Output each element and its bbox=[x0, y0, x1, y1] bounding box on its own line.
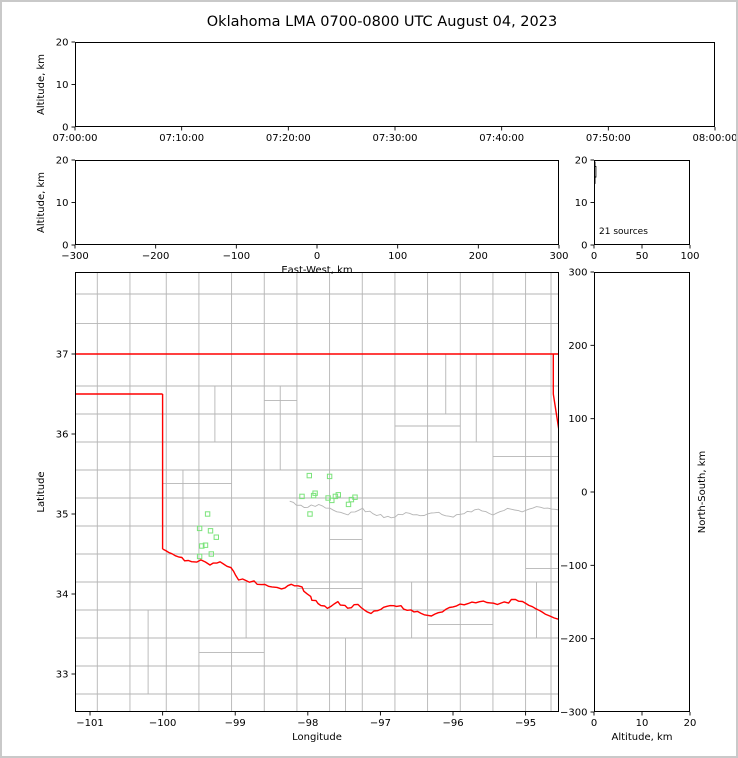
source-point bbox=[207, 528, 214, 534]
source-point bbox=[348, 496, 355, 503]
time_height-panel: 07:00:00 07:10:00 07:20:00 07:30:00 07:40:00… bbox=[36, 38, 738, 145]
source-point bbox=[299, 493, 305, 500]
state-border-line bbox=[552, 354, 559, 431]
ew_height-panel: −300 −200 −100 0 100 200 300 0 10 20 East-West, km… bbox=[36, 156, 569, 277]
plan_view-content bbox=[75, 272, 559, 712]
x-tick-label: 0 bbox=[591, 718, 597, 729]
x-tick-label: −97 bbox=[370, 718, 391, 729]
y-tick-label: 0 bbox=[581, 241, 587, 252]
source-point bbox=[306, 472, 313, 479]
y-tick-label: 20 bbox=[56, 38, 69, 49]
x-tick-label: −300 bbox=[61, 251, 88, 262]
y-tick-label: 100 bbox=[568, 414, 587, 425]
source-point bbox=[196, 525, 203, 532]
source-point bbox=[332, 493, 339, 500]
source-point bbox=[329, 497, 335, 504]
source-point bbox=[345, 501, 352, 508]
x-tick-label: 300 bbox=[549, 251, 568, 262]
source-point bbox=[307, 511, 313, 517]
x-axis-label: Altitude, km bbox=[612, 732, 673, 743]
x-tick-label: 07:20:00 bbox=[266, 133, 311, 144]
y-tick-label: 200 bbox=[568, 341, 587, 352]
x-tick-label: 08:00:00 bbox=[693, 133, 738, 144]
x-tick-label: 200 bbox=[469, 251, 488, 262]
x-tick-label: 0 bbox=[314, 251, 320, 262]
source-point bbox=[204, 511, 211, 517]
x-axis-label: Longitude bbox=[292, 732, 342, 743]
x-tick-label: −96 bbox=[442, 718, 463, 729]
panel-frame bbox=[75, 160, 559, 245]
y-tick-label: 300 bbox=[568, 268, 587, 279]
source-point bbox=[202, 542, 209, 548]
source-point bbox=[199, 543, 205, 549]
y-tick-label: 0 bbox=[581, 488, 587, 499]
y-tick-label: 0 bbox=[62, 123, 68, 134]
x-tick-label: 10 bbox=[636, 718, 649, 729]
source-point bbox=[196, 553, 203, 560]
y-tick-label: 20 bbox=[575, 156, 588, 167]
source-point bbox=[326, 473, 333, 480]
x-tick-label: −99 bbox=[225, 718, 246, 729]
x-tick-label: 20 bbox=[684, 718, 697, 729]
plan_view-panel: −101 −100 −99 −98 −97 −96 −95 33 34 35 36 37 Longitu… bbox=[36, 272, 559, 743]
panel-frame bbox=[594, 272, 690, 712]
state-border-line bbox=[162, 548, 559, 621]
y-tick-label: 10 bbox=[56, 80, 69, 91]
x-tick-label: −100 bbox=[149, 718, 176, 729]
alt_histogram-panel: 0 50 100 0 10 20 21 sources bbox=[575, 156, 700, 263]
y-axis-label: Altitude, km bbox=[36, 54, 47, 115]
source-point bbox=[213, 534, 220, 540]
x-tick-label: 50 bbox=[636, 251, 649, 262]
source-point bbox=[310, 492, 317, 499]
y-tick-label: −300 bbox=[560, 708, 587, 719]
county-lines bbox=[75, 272, 559, 712]
lma-sources bbox=[196, 472, 358, 560]
y-tick-label: 33 bbox=[56, 670, 69, 681]
y-tick-label: −200 bbox=[560, 634, 587, 645]
x-axis-label: East-West, km bbox=[281, 265, 352, 276]
x-tick-label: 100 bbox=[388, 251, 407, 262]
x-tick-label: 07:10:00 bbox=[159, 133, 204, 144]
x-tick-label: −101 bbox=[76, 718, 103, 729]
y-tick-label: 20 bbox=[56, 156, 69, 167]
river-line bbox=[289, 500, 559, 519]
panel-frame bbox=[75, 42, 715, 127]
panel-frame bbox=[75, 272, 559, 712]
y-tick-label: 0 bbox=[62, 241, 68, 252]
x-tick-label: 07:40:00 bbox=[479, 133, 524, 144]
ns_height-panel: 0 10 20 −300 −200 −100 0 100 200 300 Altitude, km N… bbox=[560, 268, 708, 744]
x-tick-label: 07:00:00 bbox=[53, 133, 98, 144]
source-point bbox=[208, 551, 215, 557]
y-axis-label: Latitude bbox=[36, 471, 47, 512]
x-tick-label: 07:30:00 bbox=[373, 133, 418, 144]
y-tick-label: 35 bbox=[56, 510, 69, 521]
x-tick-label: −200 bbox=[142, 251, 169, 262]
x-tick-label: 100 bbox=[680, 251, 699, 262]
x-tick-label: 0 bbox=[591, 251, 597, 262]
y-tick-label: 34 bbox=[56, 590, 69, 601]
panel-frame bbox=[594, 160, 690, 245]
figure-title: Oklahoma LMA 0700-0800 UTC August 04, 20… bbox=[206, 14, 558, 30]
y-tick-label: 10 bbox=[575, 198, 588, 209]
y-tick-label: 36 bbox=[56, 430, 69, 441]
y-axis-label: North-South, km bbox=[697, 451, 708, 534]
source-point bbox=[335, 492, 342, 498]
sources-count-label: 21 sources bbox=[599, 227, 648, 237]
x-tick-label: −95 bbox=[515, 718, 536, 729]
x-tick-label: 07:50:00 bbox=[586, 133, 631, 144]
y-axis-label: Altitude, km bbox=[36, 172, 47, 233]
y-tick-label: 10 bbox=[56, 198, 69, 209]
x-tick-label: −98 bbox=[297, 718, 318, 729]
y-tick-label: −100 bbox=[560, 561, 587, 572]
y-tick-label: 37 bbox=[56, 350, 69, 361]
x-tick-label: −100 bbox=[223, 251, 250, 262]
